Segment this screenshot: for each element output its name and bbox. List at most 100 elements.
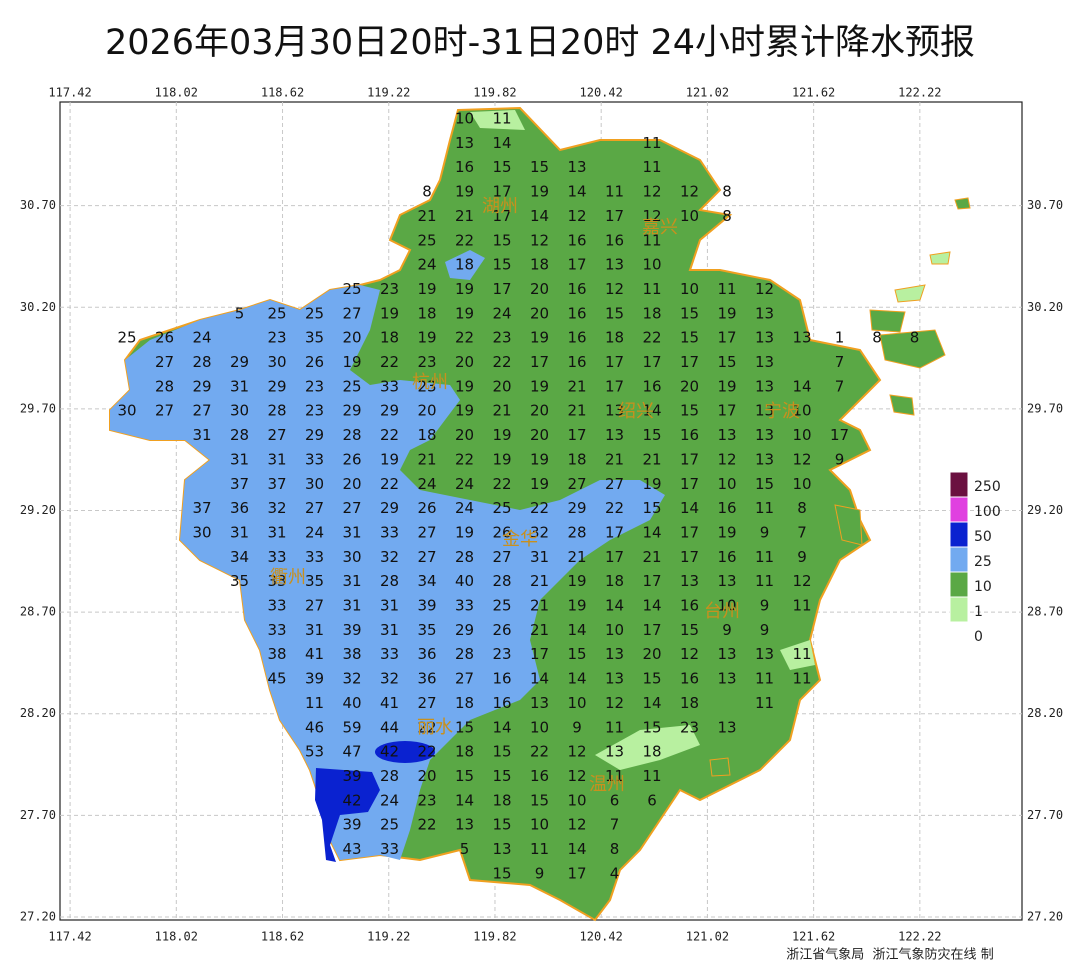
rain-value: 1: [835, 329, 845, 347]
y-tick-label: 27.70: [20, 808, 56, 822]
rain-value: 11: [642, 767, 661, 785]
rain-value: 11: [605, 183, 624, 201]
rain-value: 46: [305, 718, 324, 736]
rain-value: 18: [455, 256, 474, 274]
rain-value: 9: [535, 864, 545, 882]
rain-value: 11: [792, 670, 811, 688]
rain-value: 9: [572, 718, 582, 736]
city-label: 杭州: [412, 372, 448, 393]
rain-value: 26: [492, 523, 511, 541]
rain-value: 7: [610, 816, 620, 834]
rain-value: 10: [530, 816, 549, 834]
rain-value: 27: [155, 353, 174, 371]
x-tick-label: 121.62: [792, 86, 835, 100]
rain-value: 19: [380, 304, 399, 322]
rain-value: 13: [717, 718, 736, 736]
rain-value: 15: [492, 743, 511, 761]
island: [954, 197, 971, 210]
rain-value: 14: [642, 402, 661, 420]
legend-swatch: [949, 546, 969, 573]
y-tick-label: 28.20: [20, 706, 56, 720]
label-layer: 117.42 117.42 118.02 118.02 118.62 118.62 119.…: [20, 86, 1063, 944]
rain-value: 32: [530, 523, 549, 541]
rain-value: 19: [455, 402, 474, 420]
rain-value: 23: [417, 377, 436, 395]
rain-value: 22: [455, 450, 474, 468]
rain-value: 15: [492, 767, 511, 785]
rain-value: 17: [605, 523, 624, 541]
rain-value: 19: [717, 523, 736, 541]
rain-value: 21: [567, 548, 586, 566]
rain-value: 14: [530, 207, 549, 225]
rain-value: 18: [380, 329, 399, 347]
rain-value: 35: [230, 572, 249, 590]
rain-value: 22: [492, 475, 511, 493]
rain-value: 23: [417, 791, 436, 809]
rain-value: 15: [492, 231, 511, 249]
rain-value: 10: [455, 110, 474, 128]
rain-value: 11: [755, 548, 774, 566]
rain-value: 21: [605, 450, 624, 468]
rain-value: 14: [455, 791, 474, 809]
rain-value: 17: [680, 450, 699, 468]
legend-swatch: [949, 471, 969, 498]
rain-value: 11: [755, 499, 774, 517]
rain-value: 12: [680, 183, 699, 201]
rain-value: 19: [530, 329, 549, 347]
rain-value: 25: [492, 597, 511, 615]
rain-value: 16: [492, 694, 511, 712]
rain-value: 17: [642, 353, 661, 371]
rain-value: 21: [417, 207, 436, 225]
city-label: 绍兴: [618, 401, 654, 422]
legend-label: 250: [974, 479, 1001, 495]
rain-value: 9: [722, 621, 732, 639]
rain-value: 33: [380, 840, 399, 858]
rain-value: 19: [455, 183, 474, 201]
rain-value: 11: [492, 110, 511, 128]
rain-value: 26: [417, 499, 436, 517]
rain-value: 13: [717, 645, 736, 663]
rain-value: 19: [567, 572, 586, 590]
rain-value: 13: [755, 402, 774, 420]
rain-value: 15: [642, 670, 661, 688]
rain-value: 31: [530, 548, 549, 566]
city-label: 嘉兴: [642, 217, 678, 238]
rain-value: 20: [455, 426, 474, 444]
rain-value: 31: [230, 450, 249, 468]
rain-value: 22: [492, 353, 511, 371]
rain-value: 8: [722, 183, 732, 201]
rain-value: 28: [455, 548, 474, 566]
rain-value: 13: [755, 450, 774, 468]
rain-value: 31: [380, 621, 399, 639]
rain-value: 18: [567, 450, 586, 468]
rain-value: 59: [342, 718, 361, 736]
rain-value: 16: [567, 304, 586, 322]
rain-value: 26: [305, 353, 324, 371]
rain-value: 39: [342, 621, 361, 639]
rain-value: 20: [417, 767, 436, 785]
rain-value: 14: [642, 597, 661, 615]
rain-value: 12: [605, 280, 624, 298]
rain-value: 14: [567, 670, 586, 688]
rain-value: 17: [605, 207, 624, 225]
rain-value: 29: [567, 499, 586, 517]
x-tick-label: 118.62: [261, 86, 304, 100]
rain-value: 31: [267, 450, 286, 468]
rain-value: 23: [267, 329, 286, 347]
island: [834, 504, 863, 546]
rain-value: 11: [792, 597, 811, 615]
rain-value: 33: [267, 548, 286, 566]
credit: 浙江省气象局 浙江气象防灾在线 制: [786, 947, 993, 963]
rain-value: 31: [380, 597, 399, 615]
rain-value: 31: [192, 426, 211, 444]
rain-value: 27: [455, 670, 474, 688]
y-tick-label: 27.20: [1027, 909, 1063, 923]
x-tick-label: 117.42: [48, 86, 91, 100]
rain-value: 19: [642, 475, 661, 493]
rain-value: 31: [342, 572, 361, 590]
rain-value: 27: [267, 426, 286, 444]
rain-value: 11: [605, 767, 624, 785]
rain-value: 10: [680, 280, 699, 298]
rain-value: 36: [417, 645, 436, 663]
y-tick-label: 30.20: [1027, 300, 1063, 314]
